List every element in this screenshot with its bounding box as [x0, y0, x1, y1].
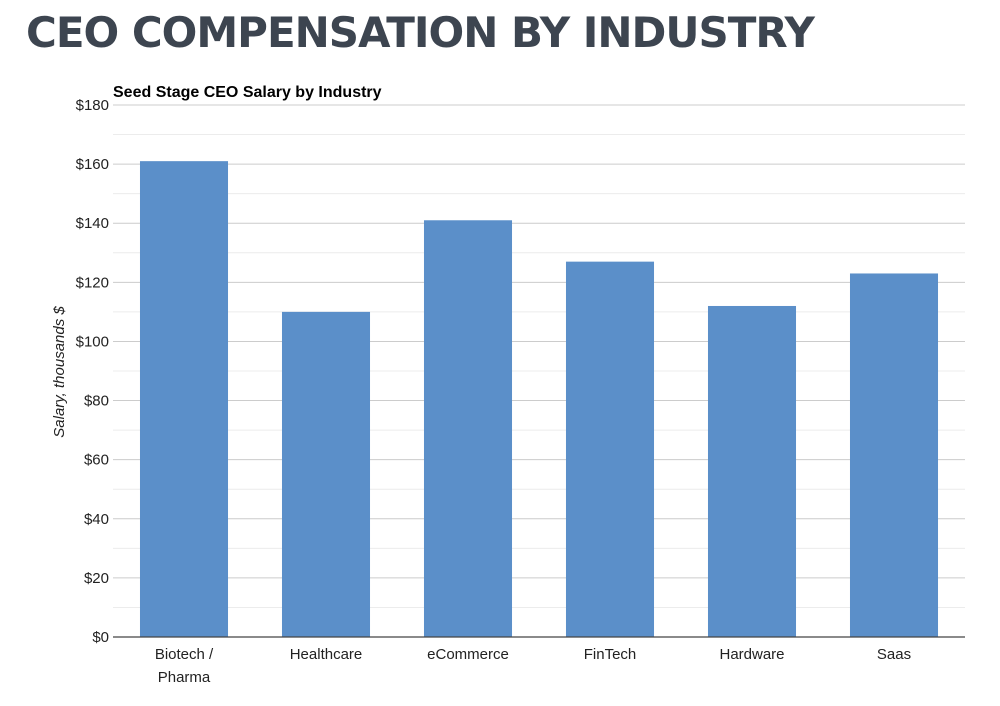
y-tick-label: $20: [84, 570, 109, 587]
x-tick-label: Healthcare: [290, 646, 363, 663]
y-tick-label: $140: [76, 215, 109, 232]
y-tick-label: $180: [76, 97, 109, 114]
gridlines: [113, 104, 965, 579]
y-tick-label: $80: [84, 393, 109, 410]
x-tick-label: FinTech: [584, 646, 637, 663]
y-axis-ticks: $0 $20 $40 $60 $80 $100 $120 $140 $160 $180: [76, 97, 109, 646]
y-tick-label: $40: [84, 511, 109, 528]
bar: [565, 261, 655, 637]
minor-gridlines: [113, 134, 965, 608]
y-axis-label: Salary, thousands $: [51, 306, 68, 438]
chart-title: Seed Stage CEO Salary by Industry: [113, 84, 382, 101]
y-tick-label: $100: [76, 333, 109, 350]
y-tick-label: $120: [76, 274, 109, 291]
x-tick-label: Biotech /: [155, 646, 214, 663]
x-tick-label: Pharma: [158, 669, 211, 686]
x-tick-label: Hardware: [719, 646, 784, 663]
y-tick-label: $0: [92, 629, 109, 646]
bar: [281, 311, 371, 637]
bar: [139, 161, 229, 637]
x-tick-label: Saas: [877, 646, 911, 663]
y-tick-label: $160: [76, 156, 109, 173]
bar: [849, 273, 939, 637]
bars: [139, 161, 939, 637]
slide-title: CEO COMPENSATION BY INDUSTRY: [26, 8, 815, 57]
x-tick-label: eCommerce: [427, 646, 509, 663]
bar: [423, 220, 513, 637]
x-axis-ticks: Biotech / Pharma Healthcare eCommerce FinTec…: [155, 646, 911, 686]
y-tick-label: $60: [84, 452, 109, 469]
bar: [707, 305, 797, 637]
